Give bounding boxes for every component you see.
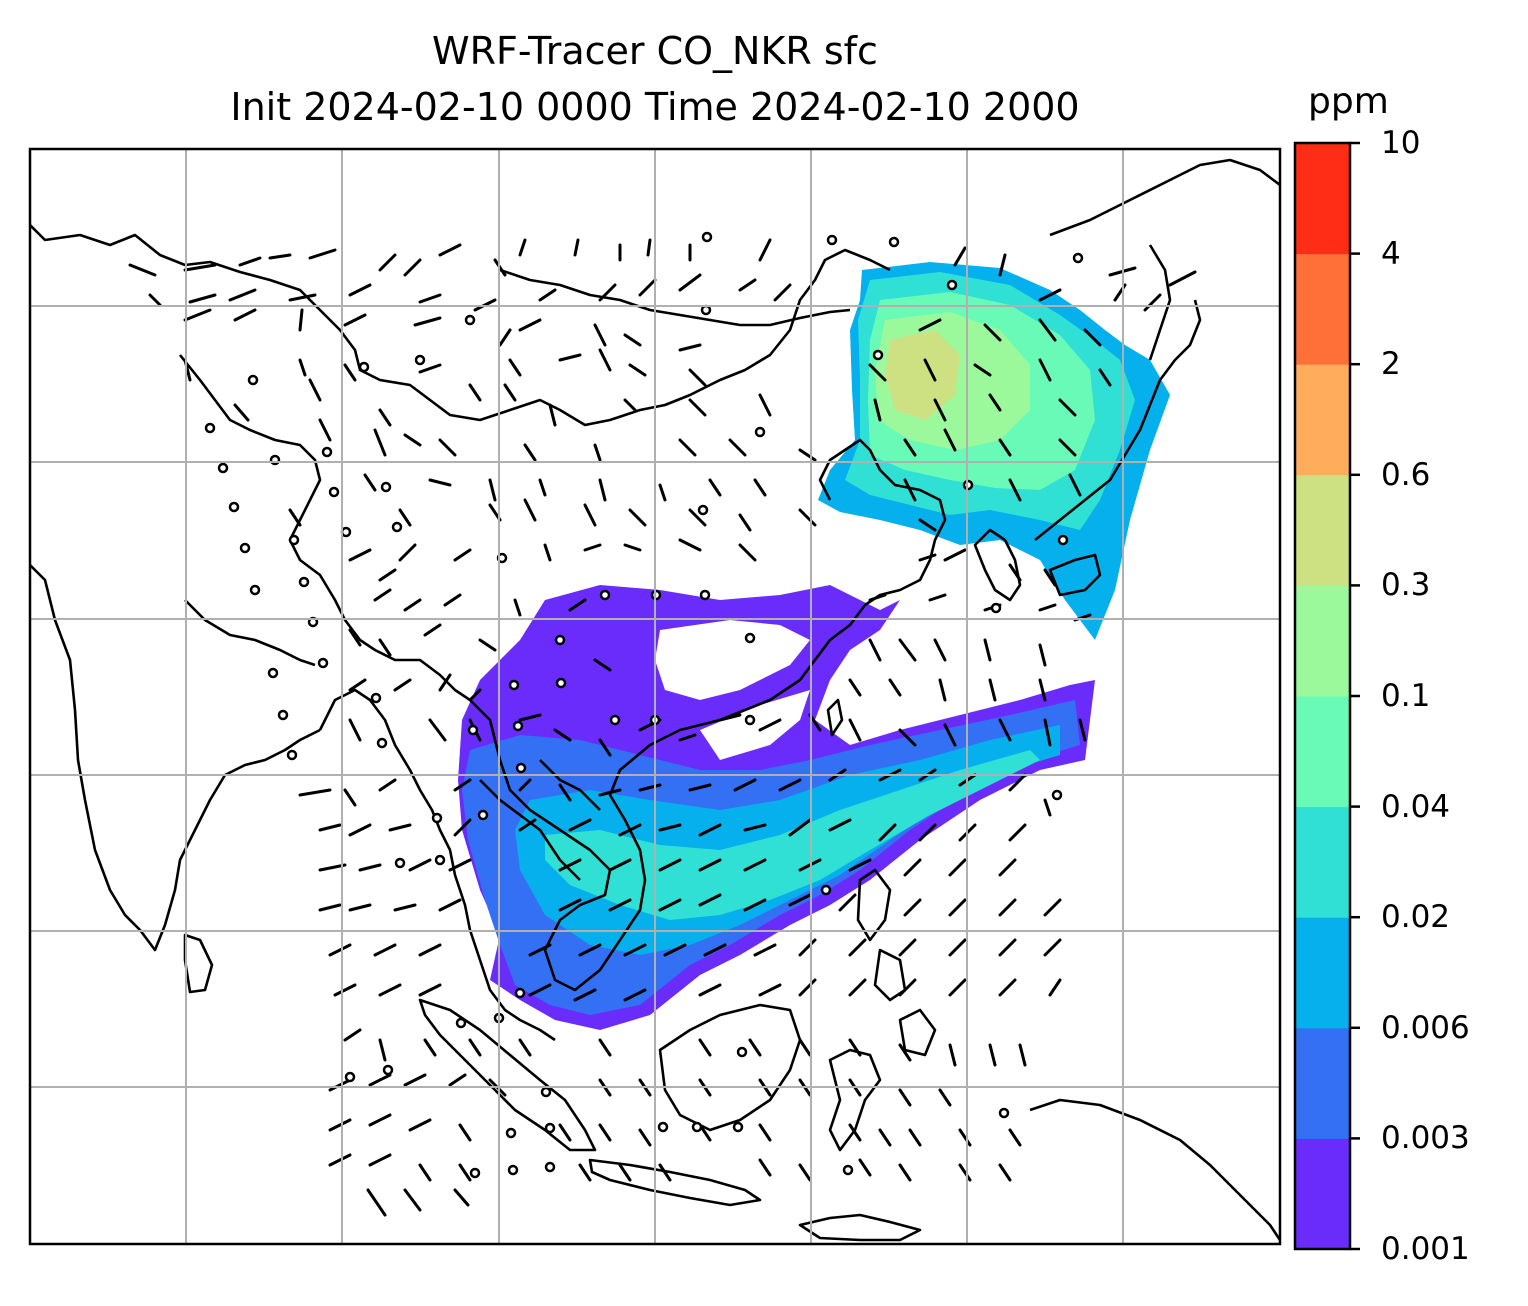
colorbar-tick-label: 10 bbox=[1381, 125, 1421, 161]
colorbar-tick-label: 0.006 bbox=[1381, 1009, 1470, 1046]
colorbar-segment bbox=[1295, 696, 1350, 808]
coastline-japan bbox=[1034, 299, 1202, 597]
map-plot bbox=[28, 147, 1282, 1246]
wind-barbs bbox=[128, 238, 1197, 1217]
colorbar-segment bbox=[1295, 1138, 1350, 1250]
colorbar-segment bbox=[1295, 1027, 1350, 1139]
coastline-borneo bbox=[658, 1003, 802, 1132]
colorbar-segment bbox=[1295, 917, 1350, 1029]
colorbar-tick-label: 4 bbox=[1381, 235, 1401, 272]
coastline-bay-of-bengal-east bbox=[318, 688, 556, 1042]
colorbar-tick-label: 0.3 bbox=[1381, 567, 1431, 604]
border-central-asia bbox=[30, 224, 891, 427]
coastline-china-east bbox=[818, 438, 947, 626]
colorbar-tick-label: 0.001 bbox=[1381, 1231, 1470, 1267]
gridlines bbox=[30, 149, 1280, 1244]
coastline-india-west bbox=[30, 564, 321, 952]
map-frame bbox=[28, 147, 1282, 1246]
colorbar-tick-label: 0.003 bbox=[1381, 1120, 1470, 1157]
coastline-new-guinea bbox=[1029, 1098, 1280, 1241]
colorbar-segment bbox=[1295, 585, 1350, 697]
chart-title-line2: Init 2024-02-10 0000 Time 2024-02-10 200… bbox=[230, 85, 1080, 129]
colorbar-tick-label: 0.02 bbox=[1381, 899, 1451, 936]
colorbar-segment bbox=[1295, 364, 1350, 476]
colorbar-segment bbox=[1295, 474, 1350, 586]
plume-northeast-peak bbox=[885, 330, 960, 420]
colorbar-tick-label: 0.6 bbox=[1381, 456, 1431, 493]
colorbar-segment bbox=[1295, 253, 1350, 365]
colorbar-segment bbox=[1295, 806, 1350, 918]
coastline-timor bbox=[798, 1213, 922, 1242]
plume-south-hole-1 bbox=[655, 620, 810, 700]
border-mongolia-south bbox=[499, 268, 851, 327]
chart-title-line1: WRF-Tracer CO_NKR sfc bbox=[432, 29, 878, 73]
colorbar bbox=[1293, 141, 1360, 1251]
coastline-philippines bbox=[856, 868, 937, 1057]
colorbar-tick-label: 0.1 bbox=[1381, 678, 1431, 714]
coastline-korea bbox=[973, 528, 1022, 602]
coastline-russia-fareast bbox=[1049, 158, 1280, 361]
colorbar-unit: ppm bbox=[1308, 81, 1389, 122]
colorbar-tick-label: 2 bbox=[1381, 346, 1401, 383]
coastline-taiwan bbox=[826, 698, 844, 737]
colorbar-segment bbox=[1295, 143, 1350, 255]
coastline-sumatra bbox=[418, 998, 597, 1152]
plume-south-hole-2 bbox=[700, 690, 810, 760]
colorbar-tick-label: 0.04 bbox=[1381, 788, 1451, 825]
